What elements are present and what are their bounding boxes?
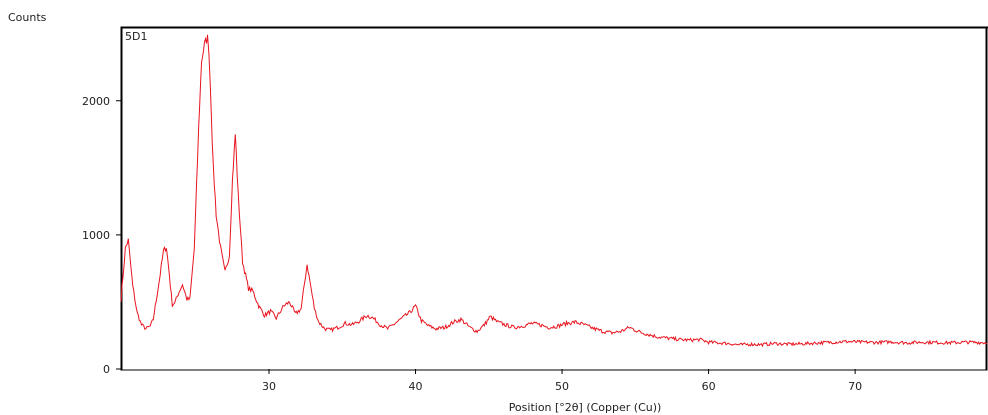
x-axis-ticks: 30 40 50 60 70	[262, 369, 862, 393]
y-axis-ticks: 0 1000 2000	[82, 95, 121, 376]
series-layer	[120, 34, 988, 348]
x-tick-label: 30	[262, 380, 276, 393]
x-axis-title: Position [°2θ] (Copper (Cu))	[509, 401, 662, 414]
y-axis-title: Counts	[8, 11, 47, 24]
y-tick-label: 1000	[82, 229, 110, 242]
x-tick-label: 50	[555, 380, 569, 393]
plot-frame	[120, 26, 988, 371]
series-line	[120, 34, 988, 348]
y-tick-label: 2000	[82, 95, 110, 108]
x-tick-label: 40	[409, 380, 423, 393]
y-tick-label: 0	[103, 363, 110, 376]
x-tick-label: 70	[848, 380, 862, 393]
x-tick-label: 60	[702, 380, 716, 393]
sample-label: 5D1	[125, 30, 147, 43]
